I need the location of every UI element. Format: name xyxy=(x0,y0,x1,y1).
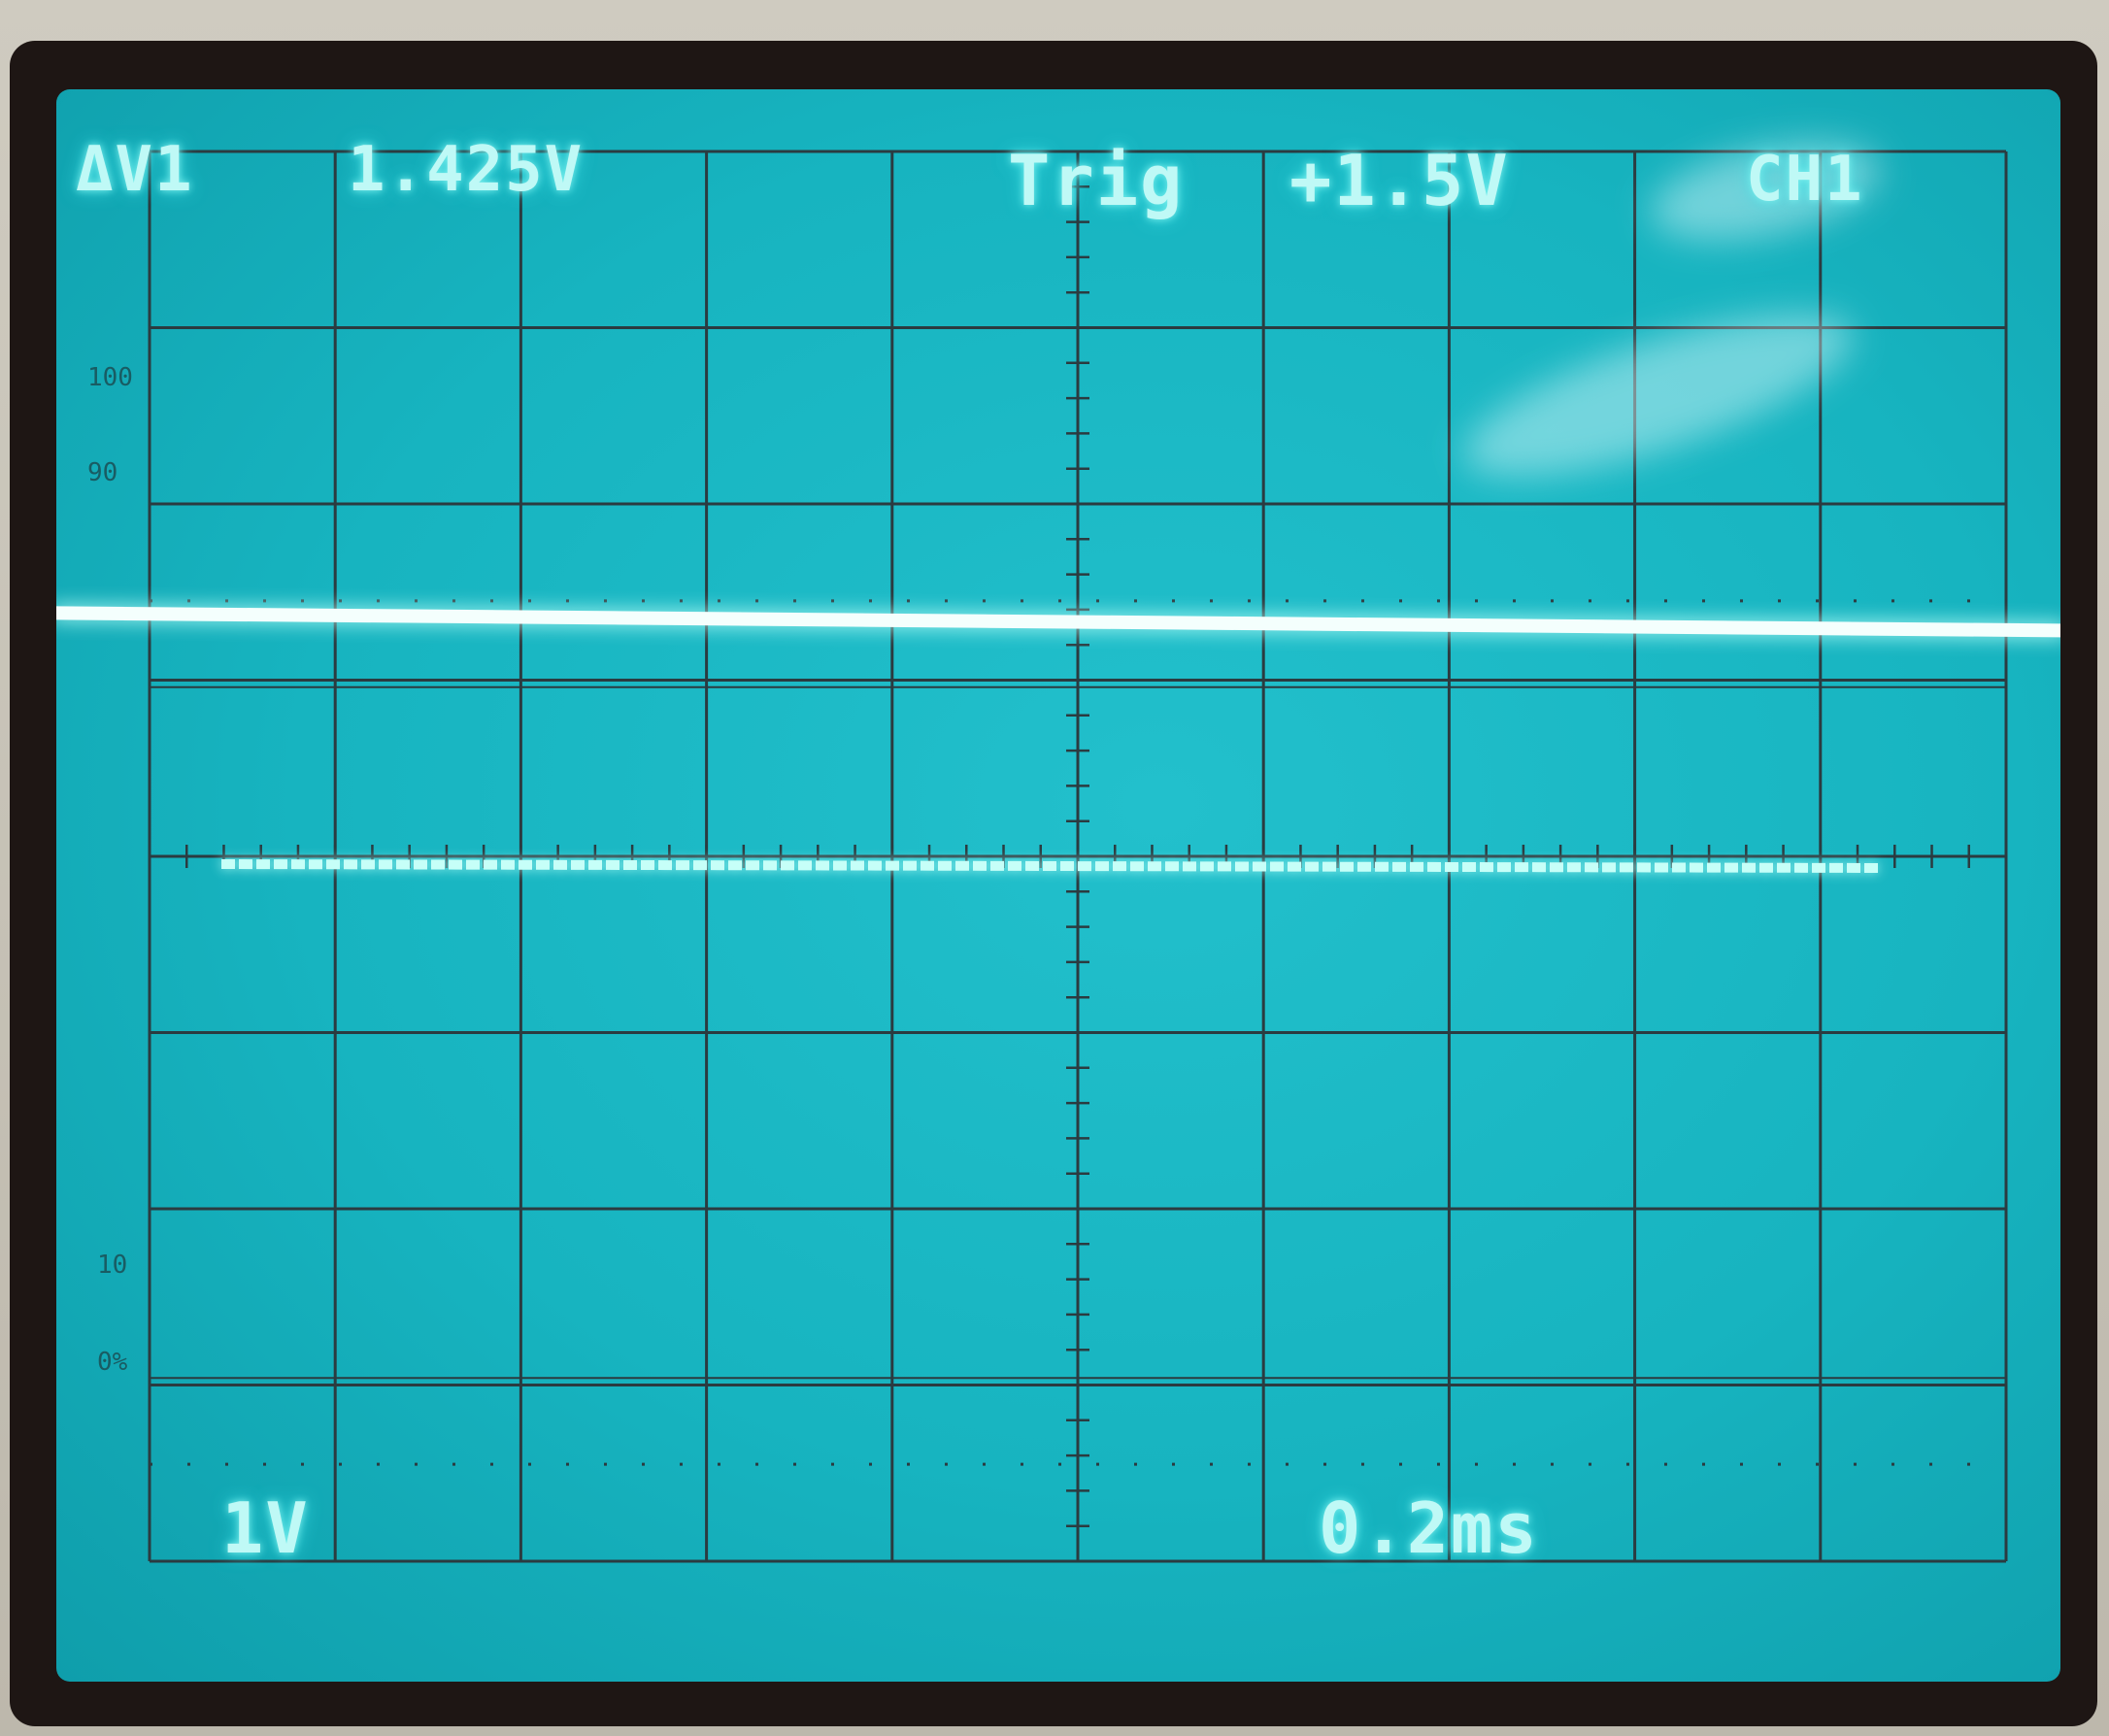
percent-mark-100: 100 xyxy=(87,363,133,392)
percent-mark-10: 10 xyxy=(97,1251,128,1280)
percent-mark-90: 90 xyxy=(87,458,118,487)
trigger-label: Trig xyxy=(1008,140,1185,221)
oscilloscope-screen: ΔV1 1.425V Trig +1.5V CH1 1V 0.2ms 100 9… xyxy=(56,89,2060,1682)
trigger-value: +1.5V xyxy=(1289,140,1510,221)
volts-per-div: 1V xyxy=(221,1487,310,1569)
reference-cursor-trace xyxy=(220,859,1883,873)
delta-v1-value: 1.425V xyxy=(348,134,585,206)
delta-v1-label: ΔV1 xyxy=(76,134,194,206)
signal-trace xyxy=(56,606,2060,638)
graticule-plot xyxy=(56,150,2060,1563)
time-per-div: 0.2ms xyxy=(1319,1487,1539,1569)
percent-mark-0: 0% xyxy=(97,1348,128,1377)
channel-label: CH1 xyxy=(1746,144,1864,216)
